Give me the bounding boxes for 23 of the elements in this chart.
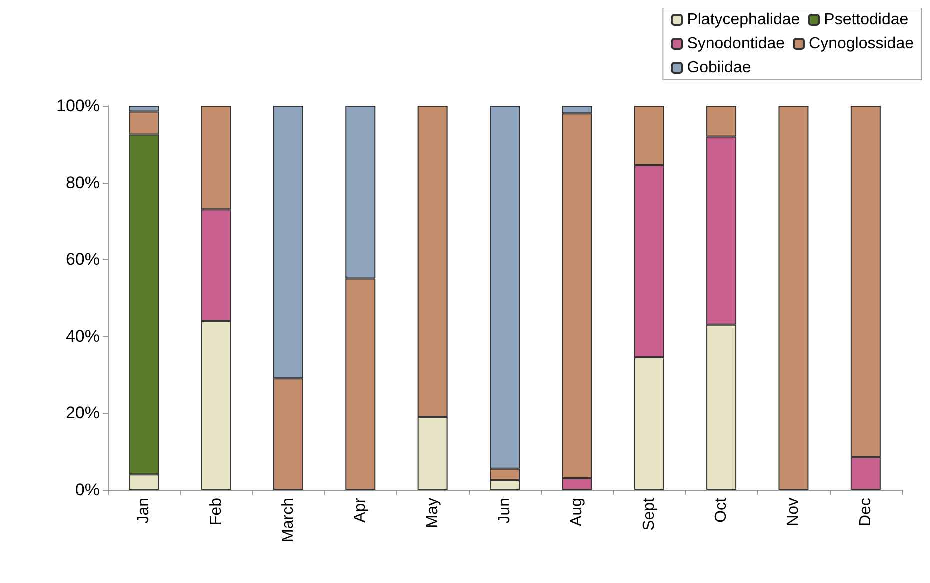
y-tick-label: 100% — [56, 96, 100, 116]
x-tick-label: Feb — [208, 498, 225, 526]
legend-label: Platycephalidae — [687, 12, 800, 28]
x-tick-label: Oct — [713, 497, 730, 523]
legend-label: Psettodidae — [824, 12, 909, 28]
legend-label: Gobiidae — [687, 60, 752, 76]
legend-label: Cynoglossidae — [809, 36, 914, 52]
x-tick-label: Jun — [496, 498, 514, 524]
bar — [778, 106, 809, 490]
y-tick-label: 20% — [66, 404, 100, 423]
x-tick-label: Sept — [640, 497, 658, 531]
y-tick-label: 0% — [75, 480, 100, 500]
x-tick-label: Apr — [352, 497, 370, 523]
x-tick-label: Jan — [136, 498, 153, 524]
x-tick-label: March — [280, 498, 297, 542]
y-tick-label: 80% — [66, 173, 100, 192]
y-tick-label: 60% — [66, 250, 100, 270]
y-tick-label: 40% — [66, 326, 100, 346]
legend-label: Synodontidae — [687, 36, 786, 52]
x-tick-label: Nov — [785, 498, 802, 526]
x-tick-label: May — [424, 498, 442, 528]
x-tick-label: Aug — [568, 498, 586, 526]
x-tick-label: Dec — [857, 498, 874, 526]
